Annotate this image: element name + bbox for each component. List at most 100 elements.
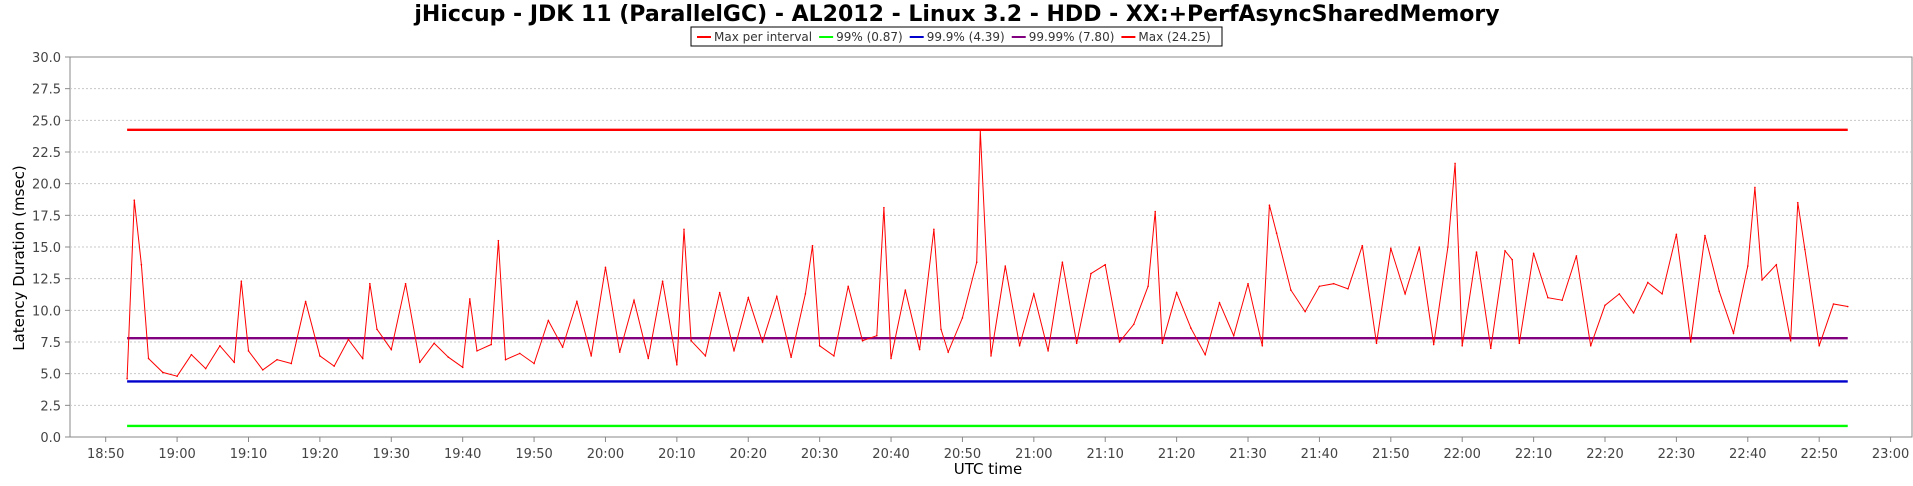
data-point (276, 358, 278, 361)
data-point (1689, 341, 1692, 343)
data-point (1461, 345, 1464, 347)
x-tick-label: 20:20 (730, 447, 767, 462)
data-point (1447, 246, 1449, 248)
data-point (704, 355, 707, 357)
data-point (1175, 291, 1178, 294)
x-tick-label: 21:00 (1015, 447, 1052, 462)
data-point (404, 282, 407, 285)
data-point (1732, 332, 1735, 334)
x-tick-label: 19:40 (444, 447, 481, 462)
data-point (1846, 305, 1849, 308)
data-point (833, 355, 835, 357)
data-point (447, 356, 450, 359)
data-point (233, 361, 236, 364)
data-point (1268, 204, 1271, 206)
data-point (190, 353, 193, 356)
data-point (1718, 290, 1721, 293)
data-point (1789, 339, 1792, 342)
data-point (1090, 272, 1092, 275)
data-point (804, 293, 807, 295)
data-point (883, 206, 885, 209)
data-point (747, 296, 750, 299)
data-point (940, 328, 942, 331)
x-tick-label: 19:50 (515, 447, 552, 462)
data-point (126, 377, 128, 380)
data-point (733, 350, 735, 352)
data-point (347, 338, 350, 341)
data-point (1232, 334, 1235, 337)
data-point (497, 239, 500, 242)
x-tick-label: 21:50 (1372, 447, 1409, 462)
data-point (1518, 342, 1521, 345)
data-point (147, 357, 150, 360)
data-point (661, 280, 664, 283)
data-point (1746, 265, 1749, 267)
series-group (126, 128, 1849, 428)
data-point (1589, 345, 1592, 347)
data-point (369, 282, 371, 285)
x-tick-label: 22:50 (1800, 447, 1837, 462)
data-point (504, 358, 507, 361)
data-point (261, 369, 264, 371)
data-point (561, 346, 564, 348)
y-axis-ticks: 0.0 2.5 5.0 7.5 10.0 12.5 15.0 17.5 20.0 22.5 25.0… (32, 51, 70, 446)
data-point (890, 357, 892, 360)
data-point (176, 375, 178, 378)
y-tick-label: 5.0 (40, 368, 61, 383)
data-point (690, 339, 692, 342)
data-point (1347, 288, 1349, 290)
data-point (1332, 282, 1335, 285)
data-point (1432, 343, 1435, 346)
x-tick-label: 18:50 (87, 447, 124, 462)
data-point (1247, 282, 1249, 285)
data-point (761, 341, 764, 343)
data-point (947, 351, 949, 353)
data-point (1404, 293, 1406, 295)
y-tick-label: 15.0 (32, 241, 61, 256)
x-tick-label: 22:30 (1658, 447, 1695, 462)
data-point (1418, 246, 1421, 248)
data-point (1575, 255, 1578, 257)
data-point (1004, 265, 1007, 267)
legend-label-p99: 99% (0.87) (836, 30, 903, 44)
data-point (979, 129, 982, 132)
chart-title: jHiccup - JDK 11 (ParallelGC) - AL2012 -… (413, 2, 1499, 27)
data-point (1504, 250, 1506, 252)
legend: Max per interval 99% (0.87) 99.9% (4.39) 99… (690, 26, 1223, 47)
data-point (647, 357, 650, 360)
data-point (204, 367, 207, 370)
data-point (1618, 293, 1621, 295)
data-point (162, 371, 164, 374)
data-point (604, 266, 607, 269)
data-point (990, 355, 992, 357)
data-point (1061, 261, 1064, 264)
legend-label-p999: 99.9% (4.39) (927, 30, 1005, 44)
data-point (1290, 289, 1292, 291)
x-tick-label: 19:30 (373, 447, 410, 462)
y-tick-label: 17.5 (32, 209, 61, 224)
x-tick-label: 22:40 (1729, 447, 1766, 462)
gridlines (70, 88, 1912, 406)
data-point (1604, 304, 1606, 307)
data-point (1704, 234, 1706, 237)
data-point (140, 263, 143, 266)
data-point (790, 356, 792, 359)
x-tick-label: 22:00 (1443, 447, 1480, 462)
data-point (1018, 345, 1021, 347)
y-tick-label: 30.0 (32, 51, 61, 66)
x-tick-label: 21:40 (1301, 447, 1338, 462)
data-point (1390, 247, 1392, 250)
data-point (904, 289, 907, 291)
data-point (961, 317, 964, 319)
data-point (1775, 263, 1778, 266)
y-tick-label: 0.0 (40, 431, 61, 446)
data-point (1033, 293, 1035, 295)
x-tick-label: 19:20 (301, 447, 338, 462)
data-point (1161, 342, 1164, 345)
x-tick-label: 20:30 (801, 447, 838, 462)
data-point (861, 339, 864, 342)
data-point (1118, 341, 1121, 343)
data-point (476, 350, 478, 352)
x-tick-label: 23:00 (1872, 447, 1909, 462)
